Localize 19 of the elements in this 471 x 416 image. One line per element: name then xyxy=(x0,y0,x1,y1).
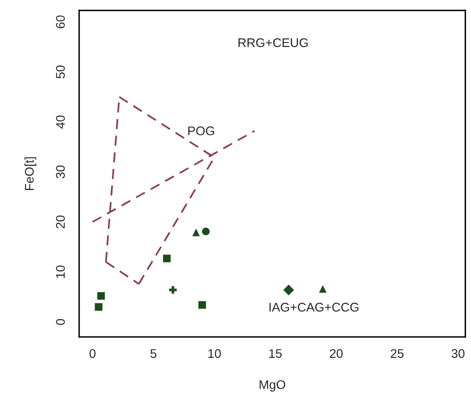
x-tick-label: 15 xyxy=(269,349,282,358)
y-tick-label: 60 xyxy=(56,15,65,28)
x-axis-title: MgO xyxy=(260,380,286,392)
y-tick-label: 20 xyxy=(56,215,65,228)
annotation: POG xyxy=(188,126,214,136)
y-tick-label: 50 xyxy=(56,65,65,78)
x-tick-label: 25 xyxy=(390,349,404,358)
y-axis-title: FeO[t] xyxy=(24,157,36,190)
annotation: RRG+CEUG xyxy=(238,38,308,48)
y-tick-label: 40 xyxy=(56,115,65,129)
x-tick-label: 10 xyxy=(208,349,221,358)
x-tick-label: 5 xyxy=(150,349,156,358)
x-tick-label: 20 xyxy=(330,349,343,358)
x-tick-label: 30 xyxy=(452,349,464,358)
x-tick-label: 0 xyxy=(90,349,96,358)
y-tick-label: 0 xyxy=(56,318,65,325)
annotation: IAG+CAG+CCG xyxy=(270,302,358,312)
y-tick-label: 30 xyxy=(56,165,65,178)
y-tick-label: 10 xyxy=(56,265,65,278)
